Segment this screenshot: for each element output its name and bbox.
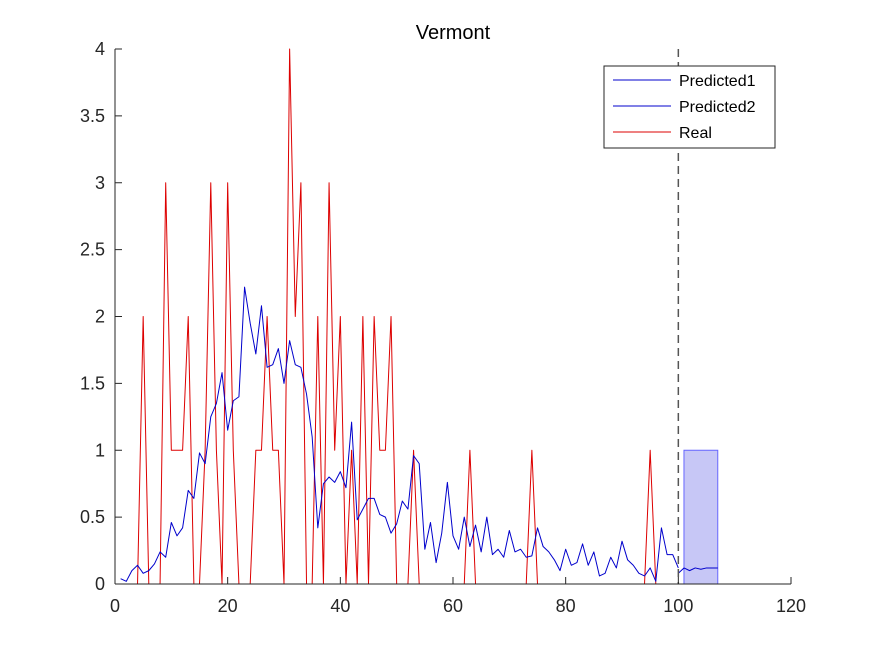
y-tick-label: 0.5 [80,507,105,527]
y-tick-label: 0 [95,574,105,594]
y-tick-label: 2 [95,307,105,327]
forecast-band [683,449,719,585]
series-line-predicted2 [677,567,718,574]
y-tick-label: 1 [95,440,105,460]
x-tick-label: 40 [330,596,350,616]
x-tick-label: 80 [556,596,576,616]
legend-label-predicted1: Predicted1 [679,73,756,90]
x-tick-label: 60 [443,596,463,616]
x-tick-label: 20 [218,596,238,616]
axes: 0 20 40 60 80 100 120 0 0.5 1 1.5 2 2.5 3 3.5 4 [80,39,806,616]
chart-title: Vermont [416,22,491,44]
legend-label-predicted2: Predicted2 [679,99,756,116]
legend-label-real: Real [679,125,712,142]
y-tick-label: 3.5 [80,106,105,126]
legend: Predicted1 Predicted2 Real [603,65,776,149]
series-line-predicted1 [120,286,679,582]
y-tick-label: 2.5 [80,240,105,260]
y-tick-label: 4 [95,39,105,59]
x-tick-label: 100 [663,596,693,616]
plot-area [120,48,719,585]
y-tick-label: 3 [95,173,105,193]
x-tick-label: 0 [110,596,120,616]
y-tick-label: 1.5 [80,373,105,393]
x-tick-label: 120 [776,596,806,616]
